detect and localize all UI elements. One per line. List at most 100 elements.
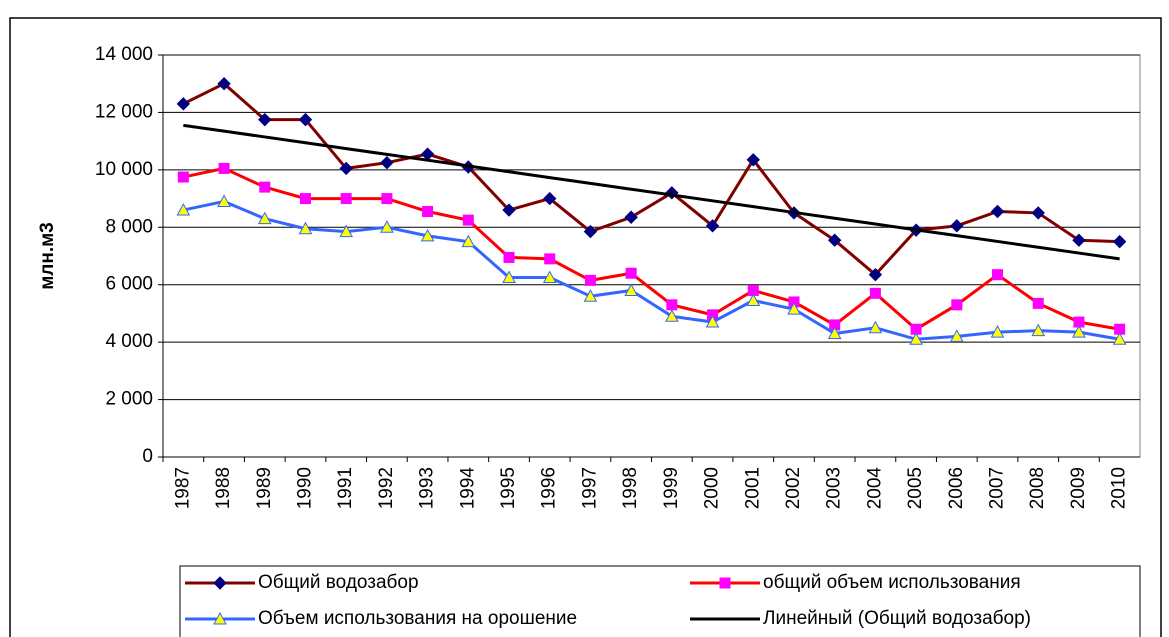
x-tick-label: 1993: [417, 467, 438, 509]
point: [909, 332, 923, 345]
point: [949, 329, 964, 342]
y-tick-label: 12 000: [95, 101, 153, 122]
point: [665, 309, 679, 322]
x-tick-label: 1988: [213, 467, 234, 509]
point: [1031, 206, 1045, 220]
point: [705, 219, 720, 233]
point: [868, 320, 883, 334]
point: [177, 171, 189, 183]
x-tick-label: 2005: [905, 467, 926, 509]
point: [503, 251, 515, 263]
y-tick-label: 8 000: [105, 216, 153, 237]
plot-area: [162, 54, 1141, 458]
point: [217, 77, 231, 91]
x-tick-label: 1991: [335, 467, 356, 509]
point: [1032, 297, 1044, 309]
point: [746, 153, 760, 167]
series-line: [182, 81, 1120, 277]
point: [1072, 233, 1086, 247]
point: [950, 219, 964, 233]
x-tick-label: 1992: [376, 467, 397, 509]
point: [340, 193, 352, 205]
point: [339, 224, 354, 238]
point: [299, 193, 311, 205]
x-tick-label: 2004: [864, 467, 885, 510]
x-tick-label: 1998: [620, 467, 641, 509]
point: [543, 191, 557, 206]
point: [1112, 234, 1127, 249]
point: [583, 224, 598, 239]
series-line: [183, 199, 1120, 341]
x-tick-label: 2010: [1109, 467, 1130, 509]
x-tick-label: 1995: [498, 467, 519, 509]
point: [298, 112, 313, 127]
x-tick-label: 1994: [457, 467, 478, 510]
point: [705, 314, 720, 328]
point: [422, 205, 434, 217]
x-tick-label: 2001: [742, 467, 763, 509]
point: [1031, 323, 1046, 337]
x-tick-label: 1989: [254, 467, 275, 509]
point: [584, 274, 596, 286]
point: [827, 233, 842, 247]
point: [176, 203, 191, 216]
y-tick-label: 4 000: [105, 331, 153, 352]
point: [544, 253, 556, 265]
x-tick-label: 2003: [824, 467, 845, 509]
series-line: [183, 123, 1120, 261]
legend-label: Линейный (Общий водозабор): [763, 608, 1031, 629]
legend-label: общий объем использования: [763, 572, 1021, 593]
point: [868, 267, 883, 282]
point: [258, 112, 272, 127]
point: [624, 210, 638, 224]
point: [217, 194, 231, 207]
point: [665, 186, 679, 200]
point: [298, 221, 313, 235]
y-axis-label: млн.м3: [37, 222, 58, 290]
point: [787, 302, 801, 315]
point: [583, 289, 598, 302]
point: [990, 325, 1005, 338]
point: [462, 214, 474, 226]
x-tick-label: 1990: [294, 467, 315, 509]
y-tick-label: 2 000: [105, 389, 153, 410]
point: [992, 269, 1004, 281]
legend-marker: [719, 577, 731, 589]
x-tick-label: 1997: [579, 467, 600, 509]
point: [666, 299, 678, 311]
point: [176, 97, 191, 111]
point: [380, 155, 394, 170]
point: [381, 193, 393, 205]
point: [339, 161, 353, 176]
point: [502, 270, 516, 284]
legend-box: [179, 565, 1141, 637]
x-tick-label: 1999: [661, 467, 682, 509]
x-tick-label: 2009: [1068, 467, 1089, 509]
x-tick-label: 2006: [946, 467, 967, 509]
x-tick-label: 1987: [172, 467, 193, 509]
point: [259, 181, 271, 193]
y-tick-label: 6 000: [105, 274, 153, 295]
x-tick-label: 2000: [702, 467, 723, 509]
point: [502, 203, 516, 217]
point: [257, 211, 272, 225]
y-tick-label: 10 000: [95, 159, 153, 180]
series-line: [183, 166, 1120, 332]
legend-label: Общий водозабор: [258, 572, 419, 593]
point: [420, 228, 435, 242]
y-tick-label: 0: [142, 446, 153, 467]
legend-label: Объем использования на орошение: [258, 608, 577, 629]
point: [746, 293, 761, 307]
point: [951, 299, 963, 311]
point: [827, 326, 842, 340]
legend-marker: [213, 576, 227, 590]
x-tick-label: 2008: [1027, 467, 1048, 509]
point: [1072, 325, 1086, 338]
x-tick-label: 2007: [987, 467, 1008, 509]
point: [625, 267, 637, 279]
legend-marker: [213, 611, 227, 625]
point: [380, 220, 394, 233]
y-tick-label: 14 000: [95, 44, 153, 65]
point: [461, 234, 476, 248]
